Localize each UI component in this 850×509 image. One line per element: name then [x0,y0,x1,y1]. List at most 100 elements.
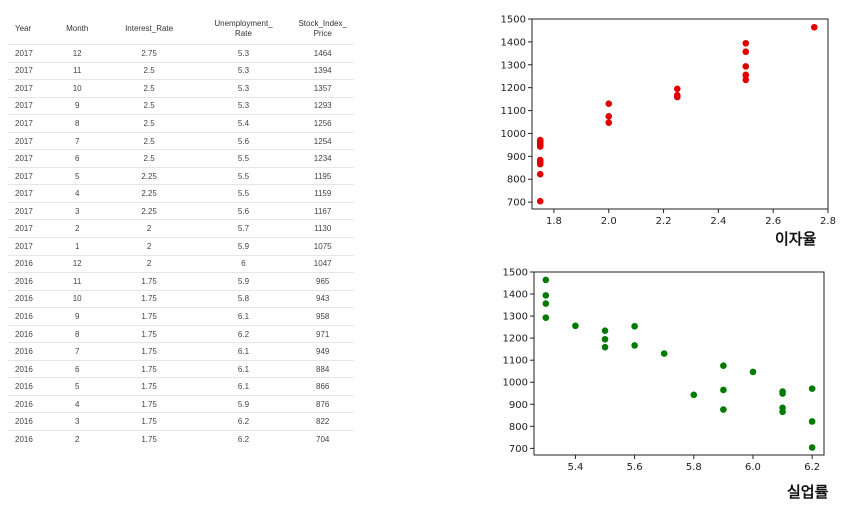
cell-month: 1 [51,237,103,256]
header-stock-index-price: Stock_Index_ Price [291,14,354,45]
cell-interest-rate: 2 [102,219,196,238]
y-tick-label: 1000 [503,378,528,389]
cell-interest-rate: 1.75 [102,430,196,448]
cell-month: 10 [51,79,103,98]
cell-unemployment-rate: 5.6 [195,131,292,150]
x-tick-label: 5.6 [627,462,643,473]
scatter-chart-1: 700 800 900 1000 1100 1200 1300 1400 1500 1.8 2.0 2… [501,15,836,228]
scatter-point [542,300,550,307]
table-row: 2016 5 1.75 6.1 866 [8,377,354,396]
cell-month: 11 [51,272,103,291]
cell-year: 2017 [8,79,52,98]
header-stock-line1: Stock_Index_ [298,19,347,28]
scatter-point [536,141,544,149]
cell-interest-rate: 2.25 [102,184,196,203]
cell-month: 12 [51,44,103,63]
cell-month: 3 [51,412,103,431]
header-year: Year [15,24,32,33]
y-tick-label: 1500 [503,268,528,279]
cell-interest-rate: 2.25 [102,201,196,220]
table-row: 2016 6 1.75 6.1 884 [8,359,354,378]
scatter-point [660,350,668,357]
cell-interest-rate: 2 [102,237,196,256]
scatter-point [605,112,613,120]
cell-unemployment-rate: 6.2 [195,430,292,448]
y-tick-label: 900 [507,152,526,163]
cell-year: 2017 [8,114,52,133]
cell-month: 2 [51,430,103,448]
table-row: 2016 3 1.75 6.2 822 [8,412,354,431]
y-tick-label: 800 [507,175,526,186]
table-header-row: Year Month Interest_Rate Unemployment_ R… [8,14,354,45]
cell-stock-index-price: 1234 [291,149,354,168]
cell-year: 2016 [8,272,52,291]
cell-stock-index-price: 822 [291,412,354,431]
cell-interest-rate: 2.5 [102,61,196,80]
header-stock-line2: Price [313,29,332,38]
cell-year: 2016 [8,430,52,448]
table-row: 2017 8 2.5 5.4 1256 [8,114,354,133]
cell-interest-rate: 1.75 [102,412,196,431]
scatter-point [536,160,544,168]
cell-unemployment-rate: 6.2 [195,412,292,431]
cell-stock-index-price: 884 [291,359,354,378]
table-row: 2016 10 1.75 5.8 943 [8,289,354,308]
scatter-point [742,48,750,56]
cell-stock-index-price: 949 [291,342,354,361]
cell-stock-index-price: 958 [291,307,354,326]
cell-month: 9 [51,307,103,326]
scatter-point [810,23,818,31]
cell-interest-rate: 1.75 [102,394,196,413]
cell-unemployment-rate: 5.3 [195,96,292,115]
cell-month: 2 [51,219,103,238]
x-tick-label: 2.8 [820,216,836,227]
cell-year: 2016 [8,359,52,378]
scatter-point [673,91,681,99]
cell-month: 6 [51,359,103,378]
table-row: 2016 8 1.75 6.2 971 [8,324,354,343]
x-tick-label: 2.6 [765,216,781,227]
cell-unemployment-rate: 5.5 [195,166,292,185]
scatter-point [808,385,816,392]
scatter-point [673,85,681,93]
y-tick-label: 1000 [501,129,526,140]
table-row: 2017 2 2 5.7 1130 [8,219,354,238]
cell-interest-rate: 1.75 [102,377,196,396]
cell-month: 11 [51,61,103,80]
cell-month: 3 [51,201,103,220]
cell-year: 2017 [8,61,52,80]
cell-unemployment-rate: 5.5 [195,149,292,168]
cell-unemployment-rate: 5.9 [195,237,292,256]
cell-year: 2016 [8,254,52,273]
cell-interest-rate: 2.5 [102,96,196,115]
cell-unemployment-rate: 6.1 [195,377,292,396]
cell-year: 2017 [8,201,52,220]
header-month: Month [66,24,89,33]
scatter-point [601,343,609,351]
cell-stock-index-price: 1464 [291,44,354,63]
cell-unemployment-rate: 5.9 [195,394,292,413]
cell-unemployment-rate: 6.1 [195,342,292,361]
scatter-point [690,391,698,399]
cell-unemployment-rate: 5.9 [195,272,292,291]
y-tick-label: 900 [509,400,528,411]
table-row: 2017 1 2 5.9 1075 [8,237,354,256]
cell-unemployment-rate: 5.5 [195,184,292,203]
scatter-point [536,197,544,205]
scatter-point [536,139,544,147]
cell-interest-rate: 2 [102,254,196,273]
cell-year: 2017 [8,96,52,115]
scatter-point [542,314,550,321]
scatter-point [779,390,786,397]
cell-unemployment-rate: 5.4 [195,114,292,133]
y-tick-label: 1500 [501,15,526,26]
table-row: 2016 12 2 6 1047 [8,254,354,273]
cell-interest-rate: 2.5 [102,131,196,150]
table-row: 2016 2 1.75 6.2 704 [8,430,354,448]
table-row: 2016 7 1.75 6.1 949 [8,342,354,361]
cell-stock-index-price: 1394 [291,61,354,80]
cell-stock-index-price: 971 [291,324,354,343]
cell-unemployment-rate: 6 [195,254,292,273]
cell-month: 12 [51,254,103,273]
scatter-point [601,335,609,343]
